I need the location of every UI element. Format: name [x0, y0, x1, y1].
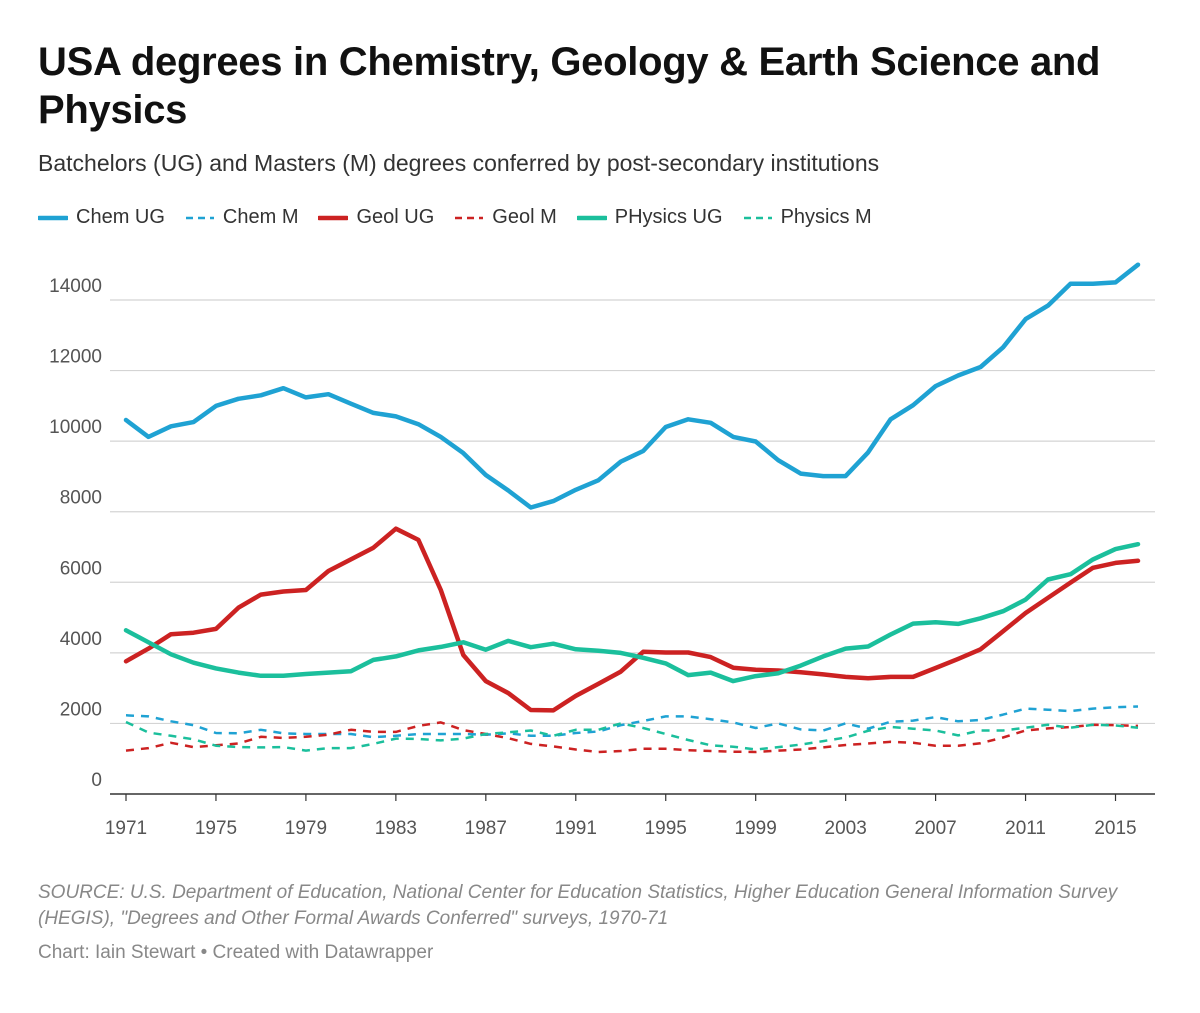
y-tick-label: 6000 — [60, 558, 102, 579]
x-tick-label: 1975 — [195, 818, 237, 839]
x-tick-label: 2003 — [825, 818, 867, 839]
x-tick-label: 1971 — [105, 818, 147, 839]
x-tick-label: 1987 — [465, 818, 507, 839]
legend-item: Geol M — [454, 206, 557, 229]
legend-label: PHysics UG — [614, 206, 723, 228]
y-tick-label: 10000 — [49, 417, 102, 438]
x-tick-label: 1995 — [645, 818, 687, 839]
chart-credit: Chart: Iain Stewart • Created with Dataw… — [38, 942, 434, 963]
x-tick-label: 1991 — [555, 818, 597, 839]
y-tick-label: 2000 — [60, 699, 102, 720]
legend-item: Physics M — [743, 206, 872, 229]
legend-swatch — [38, 215, 68, 220]
legend-label: Chem UG — [76, 206, 165, 228]
series-lines — [123, 262, 1141, 754]
legend-swatch — [185, 216, 214, 219]
legend-swatch — [455, 216, 484, 219]
legend-swatch — [576, 215, 607, 220]
series-line-physics-ug — [123, 541, 1141, 684]
series-line-geol-ug — [123, 526, 1141, 713]
x-tick-label: 1983 — [375, 818, 417, 839]
y-tick-label: 4000 — [60, 629, 102, 650]
legend: Chem UG Chem M Geol UG Geol M PHysics UG Phys… — [38, 206, 892, 229]
x-axis: 1971 1975 1979 1983 1987 1991 1995 1999 2003 2007… — [105, 794, 1137, 839]
legend-item: Geol UG — [318, 206, 434, 229]
x-tick-label: 1999 — [735, 818, 777, 839]
legend-swatch — [743, 216, 772, 219]
chart-subtitle: Batchelors (UG) and Masters (M) degrees … — [38, 150, 880, 176]
x-tick-label: 2015 — [1094, 818, 1136, 839]
y-tick-label: 0 — [91, 770, 102, 791]
series-line-chem-m — [125, 705, 1139, 739]
gridlines: 0 2000 4000 6000 8000 10000 12000 14000 — [49, 276, 1155, 795]
source-note: SOURCE: U.S. Department of Education, Na… — [38, 882, 1118, 929]
legend-label: Physics M — [780, 206, 872, 228]
y-tick-label: 14000 — [49, 276, 102, 297]
legend-item: Chem UG — [38, 206, 165, 229]
y-tick-label: 8000 — [60, 488, 102, 509]
legend-label: Geol M — [492, 206, 557, 228]
legend-item: Chem M — [185, 206, 299, 229]
series-line-chem-ug — [123, 262, 1141, 510]
chart-title: USA degrees in Chemistry, Geology & Eart… — [38, 40, 1101, 132]
series-line-geol-m — [125, 721, 1139, 754]
legend-label: Chem M — [222, 206, 299, 228]
legend-swatch — [318, 215, 349, 220]
x-tick-label: 2011 — [1005, 818, 1046, 839]
y-tick-label: 12000 — [49, 347, 102, 368]
x-tick-label: 1979 — [285, 818, 327, 839]
x-tick-label: 2007 — [914, 818, 956, 839]
series-line-physics-m — [125, 720, 1139, 752]
legend-item: PHysics UG — [576, 206, 723, 229]
legend-label: Geol UG — [356, 206, 435, 228]
